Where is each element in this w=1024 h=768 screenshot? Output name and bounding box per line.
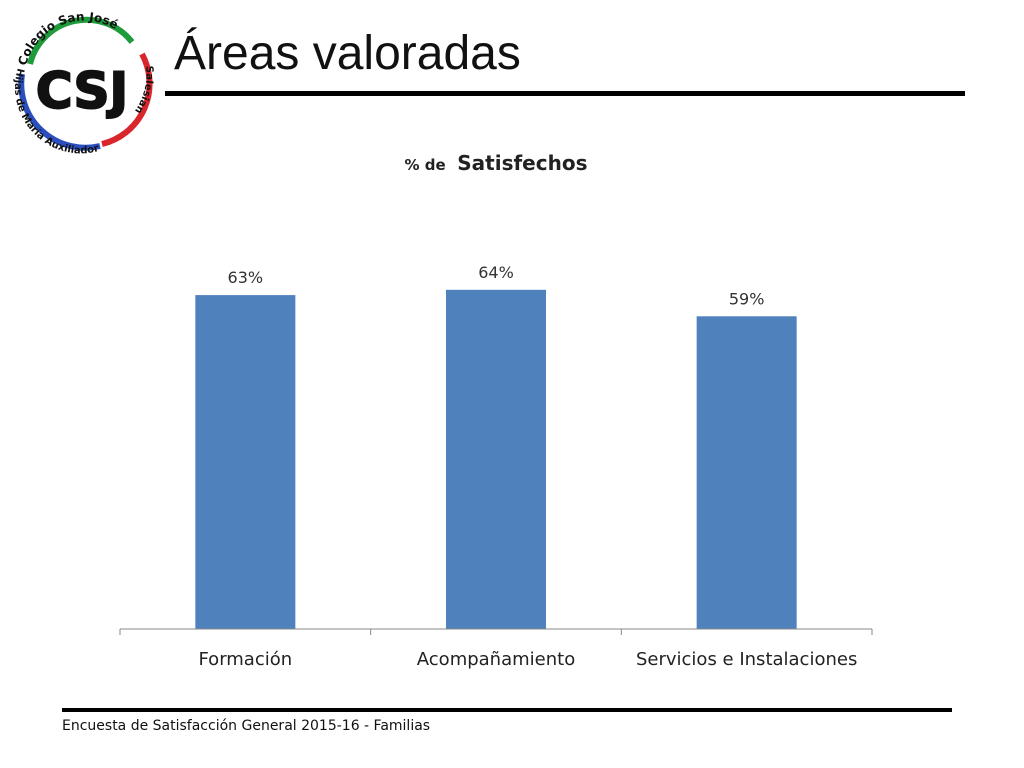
- x-tick-label: Acompañamiento: [417, 649, 575, 670]
- logo-green-arc: [27, 16, 135, 65]
- school-logo: Colegio San José Hijas de María Auxiliad…: [4, 4, 155, 156]
- bar-chart: % de Satisfechos 63% 64% 59% Formación Acom…: [119, 151, 873, 670]
- bars-group: 63% 64% 59%: [195, 263, 797, 629]
- x-tick-label: Servicios e Instalaciones: [636, 649, 857, 670]
- logo-monogram: CSJ: [36, 62, 128, 120]
- x-tick-label: Formación: [198, 649, 292, 670]
- data-label: 59%: [729, 289, 765, 308]
- chart-title-main: Satisfechos: [457, 151, 587, 175]
- logo-red-arc: [101, 52, 153, 147]
- chart-title-prefix: % de: [405, 156, 446, 174]
- x-axis: Formación Acompañamiento Servicios e Insta…: [119, 628, 873, 670]
- data-label: 64%: [478, 263, 514, 282]
- bar: [195, 295, 296, 629]
- footer-rule: [62, 708, 952, 712]
- data-label: 63%: [228, 268, 264, 287]
- bar: [446, 289, 546, 629]
- slide-title: Áreas valoradas: [174, 27, 521, 80]
- title-underline: [165, 91, 965, 96]
- chart-title: % de Satisfechos: [405, 151, 588, 175]
- bar: [696, 316, 797, 629]
- footer-text: Encuesta de Satisfacción General 2015-16…: [62, 718, 431, 734]
- logo-blue-arc: [18, 73, 101, 151]
